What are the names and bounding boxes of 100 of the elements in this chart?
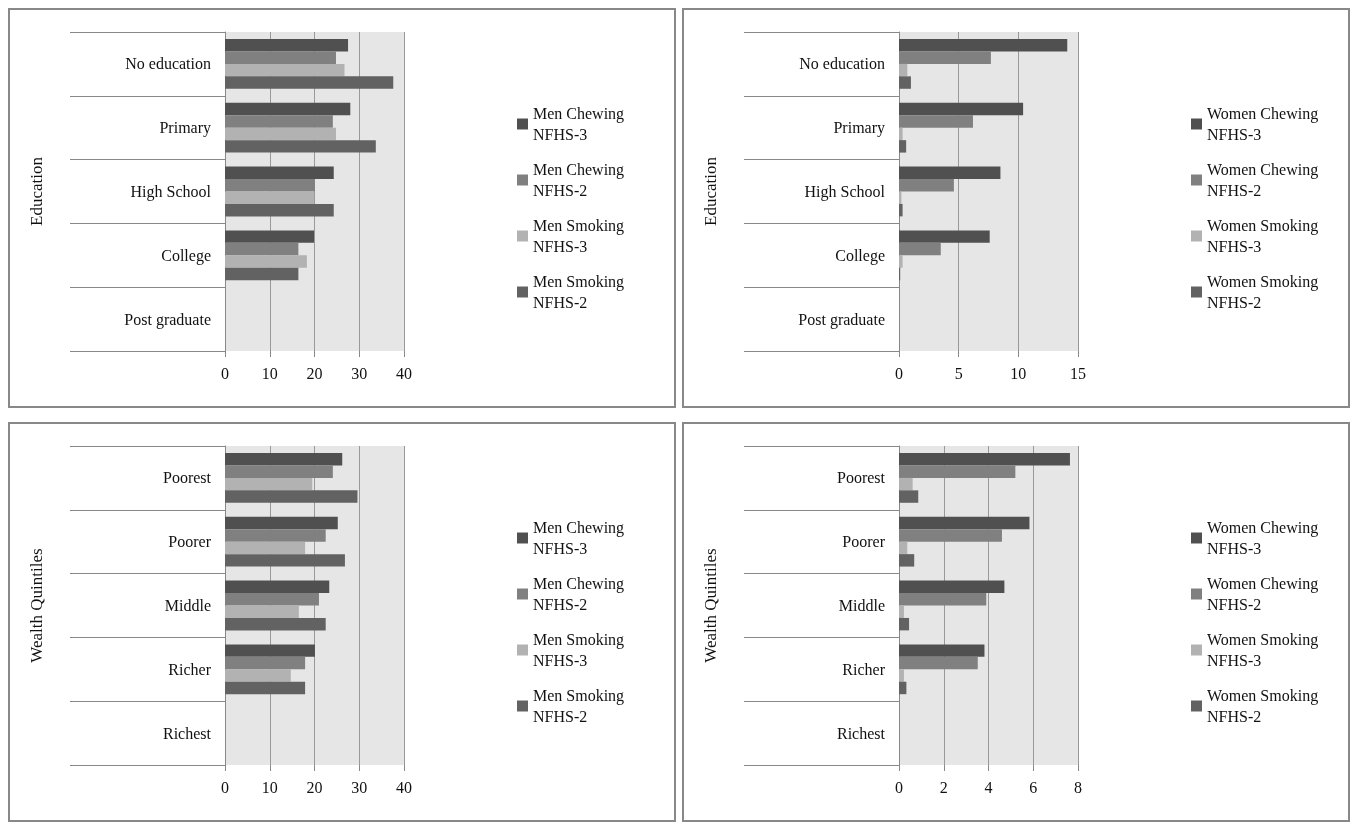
bar — [899, 465, 1016, 478]
bar — [899, 541, 908, 555]
y-tick-label: Poorer — [168, 533, 212, 551]
bar — [899, 605, 904, 618]
bar — [899, 179, 954, 192]
x-tick-label: 0 — [895, 778, 903, 796]
y-tick-label: Richest — [837, 724, 886, 742]
legend-label: Women Chewing NFHS-3 — [1207, 105, 1323, 143]
bar — [899, 453, 1070, 466]
y-tick-label: High School — [130, 183, 212, 201]
y-axis-title: Education — [27, 156, 46, 226]
legend-label: Men Smoking NFHS-2 — [533, 273, 629, 311]
bar — [899, 593, 987, 606]
bar — [899, 39, 1068, 52]
legend-label: Women Chewing NFHS-2 — [1207, 575, 1323, 613]
bar — [225, 465, 333, 478]
bar — [899, 529, 1002, 542]
y-axis-title: Wealth Quintiles — [27, 548, 46, 663]
y-axis-title: Education — [701, 156, 720, 226]
legend-label: Women Chewing NFHS-2 — [1207, 161, 1323, 199]
y-tick-label: Poorer — [842, 533, 886, 551]
bar — [899, 656, 978, 670]
x-tick-label: 2 — [939, 778, 948, 796]
legend-label: Men Smoking NFHS-2 — [533, 687, 629, 725]
legend-label: Women Chewing NFHS-3 — [1207, 519, 1323, 557]
legend-label: Men Smoking NFHS-3 — [533, 217, 629, 255]
y-tick-label: Post graduate — [798, 310, 885, 329]
bar — [899, 242, 941, 256]
bar — [225, 541, 306, 555]
legend-label: Women Smoking NFHS-2 — [1207, 273, 1323, 311]
legend-label: Men Chewing NFHS-2 — [533, 161, 629, 199]
x-tick-label: 10 — [261, 364, 278, 382]
bar — [899, 51, 991, 64]
y-tick-label: Richest — [163, 724, 212, 742]
bar — [899, 102, 1024, 116]
bar — [225, 554, 345, 567]
bar — [225, 179, 315, 192]
y-axis-title: Wealth Quintiles — [701, 548, 720, 663]
x-tick-label: 30 — [351, 778, 368, 796]
x-tick-label: 0 — [221, 364, 229, 382]
y-tick-label: Poorest — [837, 469, 886, 487]
legend-label: Men Chewing NFHS-3 — [533, 105, 629, 143]
bar — [225, 51, 336, 64]
bar — [225, 140, 376, 153]
y-tick-label: College — [835, 246, 885, 265]
bar — [225, 76, 394, 89]
y-tick-label: No education — [799, 55, 885, 73]
bar — [225, 230, 315, 243]
bar — [899, 127, 903, 141]
bar — [225, 102, 351, 116]
y-tick-label: Poorest — [163, 469, 212, 487]
bar — [225, 656, 306, 670]
bar — [225, 529, 326, 542]
legend-label: Women Smoking NFHS-3 — [1207, 217, 1323, 255]
x-tick-label: 6 — [1029, 778, 1038, 796]
bar — [225, 681, 306, 695]
y-tick-label: College — [161, 246, 211, 265]
y-tick-label: Post graduate — [124, 310, 211, 329]
bar — [225, 617, 326, 631]
bar — [225, 255, 307, 268]
bar — [225, 191, 315, 204]
bar — [899, 554, 915, 567]
y-tick-label: Richer — [842, 660, 886, 678]
bar — [899, 63, 908, 77]
x-tick-label: 40 — [396, 364, 412, 382]
bar — [225, 39, 349, 52]
bar — [899, 203, 903, 217]
legend-label: Women Smoking NFHS-3 — [1207, 631, 1323, 669]
bar — [899, 115, 973, 128]
bar — [899, 644, 985, 657]
bar — [899, 490, 919, 503]
bar — [225, 127, 336, 141]
bar — [225, 166, 334, 180]
x-tick-label: 10 — [261, 778, 278, 796]
bar — [899, 516, 1030, 530]
bar — [899, 255, 903, 268]
legend-label: Men Chewing NFHS-3 — [533, 519, 629, 557]
x-tick-label: 40 — [396, 778, 412, 796]
x-tick-label: 0 — [895, 364, 903, 382]
x-tick-label: 10 — [1010, 364, 1027, 382]
bar — [225, 267, 299, 281]
x-tick-label: 30 — [351, 364, 368, 382]
bar — [225, 516, 338, 530]
x-tick-label: 15 — [1070, 364, 1086, 382]
bar — [225, 605, 299, 618]
y-tick-label: No education — [125, 55, 211, 73]
bar — [225, 669, 291, 682]
legend-label: Women Smoking NFHS-2 — [1207, 687, 1323, 725]
x-tick-label: 5 — [954, 364, 963, 382]
bar — [899, 617, 910, 631]
bar — [225, 115, 333, 128]
y-tick-label: Richer — [168, 660, 212, 678]
bar — [899, 580, 1005, 594]
bar — [899, 681, 907, 695]
bar — [225, 477, 313, 491]
bar — [225, 580, 330, 594]
x-tick-label: 0 — [221, 778, 229, 796]
x-tick-label: 20 — [306, 364, 323, 382]
bar — [225, 203, 334, 217]
y-tick-label: Middle — [164, 597, 211, 614]
